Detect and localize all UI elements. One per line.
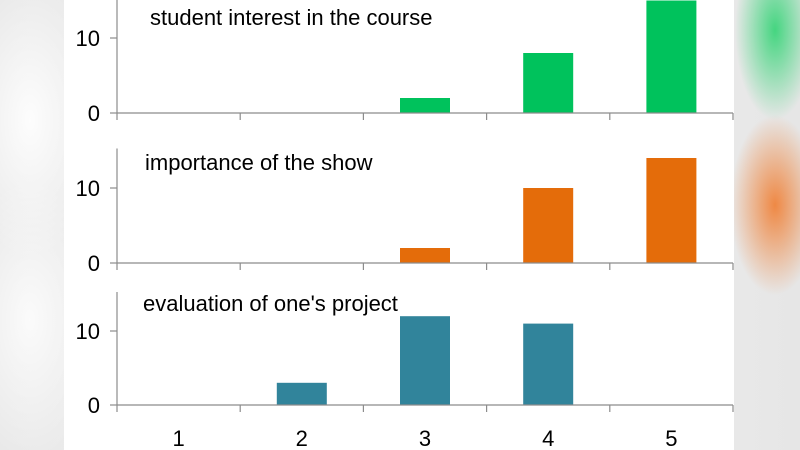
bar-4 xyxy=(523,323,574,405)
y-tick-label: 10 xyxy=(76,176,100,201)
y-tick-label: 10 xyxy=(76,26,100,51)
panel-title-1: student interest in the course xyxy=(150,5,433,30)
bar-4 xyxy=(523,53,574,113)
bar-5 xyxy=(646,0,697,113)
y-tick-label: 0 xyxy=(88,101,100,126)
bar-3 xyxy=(400,98,450,113)
x-tick-label: 5 xyxy=(665,426,677,450)
bar-3 xyxy=(400,248,450,263)
y-tick-label: 0 xyxy=(88,393,100,418)
bar-4 xyxy=(523,188,574,263)
bar-2 xyxy=(276,382,327,405)
panel-title-2: importance of the show xyxy=(145,150,373,175)
x-tick-label: 2 xyxy=(296,426,308,450)
bar-5 xyxy=(646,158,697,263)
chart-panel xyxy=(64,0,734,450)
x-tick-label: 4 xyxy=(542,426,554,450)
x-tick-label: 1 xyxy=(172,426,184,450)
y-tick-label: 10 xyxy=(76,319,100,344)
y-tick-label: 0 xyxy=(88,251,100,276)
panel-title-3: evaluation of one's project xyxy=(143,291,398,316)
bar-3 xyxy=(400,316,450,405)
x-tick-label: 3 xyxy=(419,426,431,450)
